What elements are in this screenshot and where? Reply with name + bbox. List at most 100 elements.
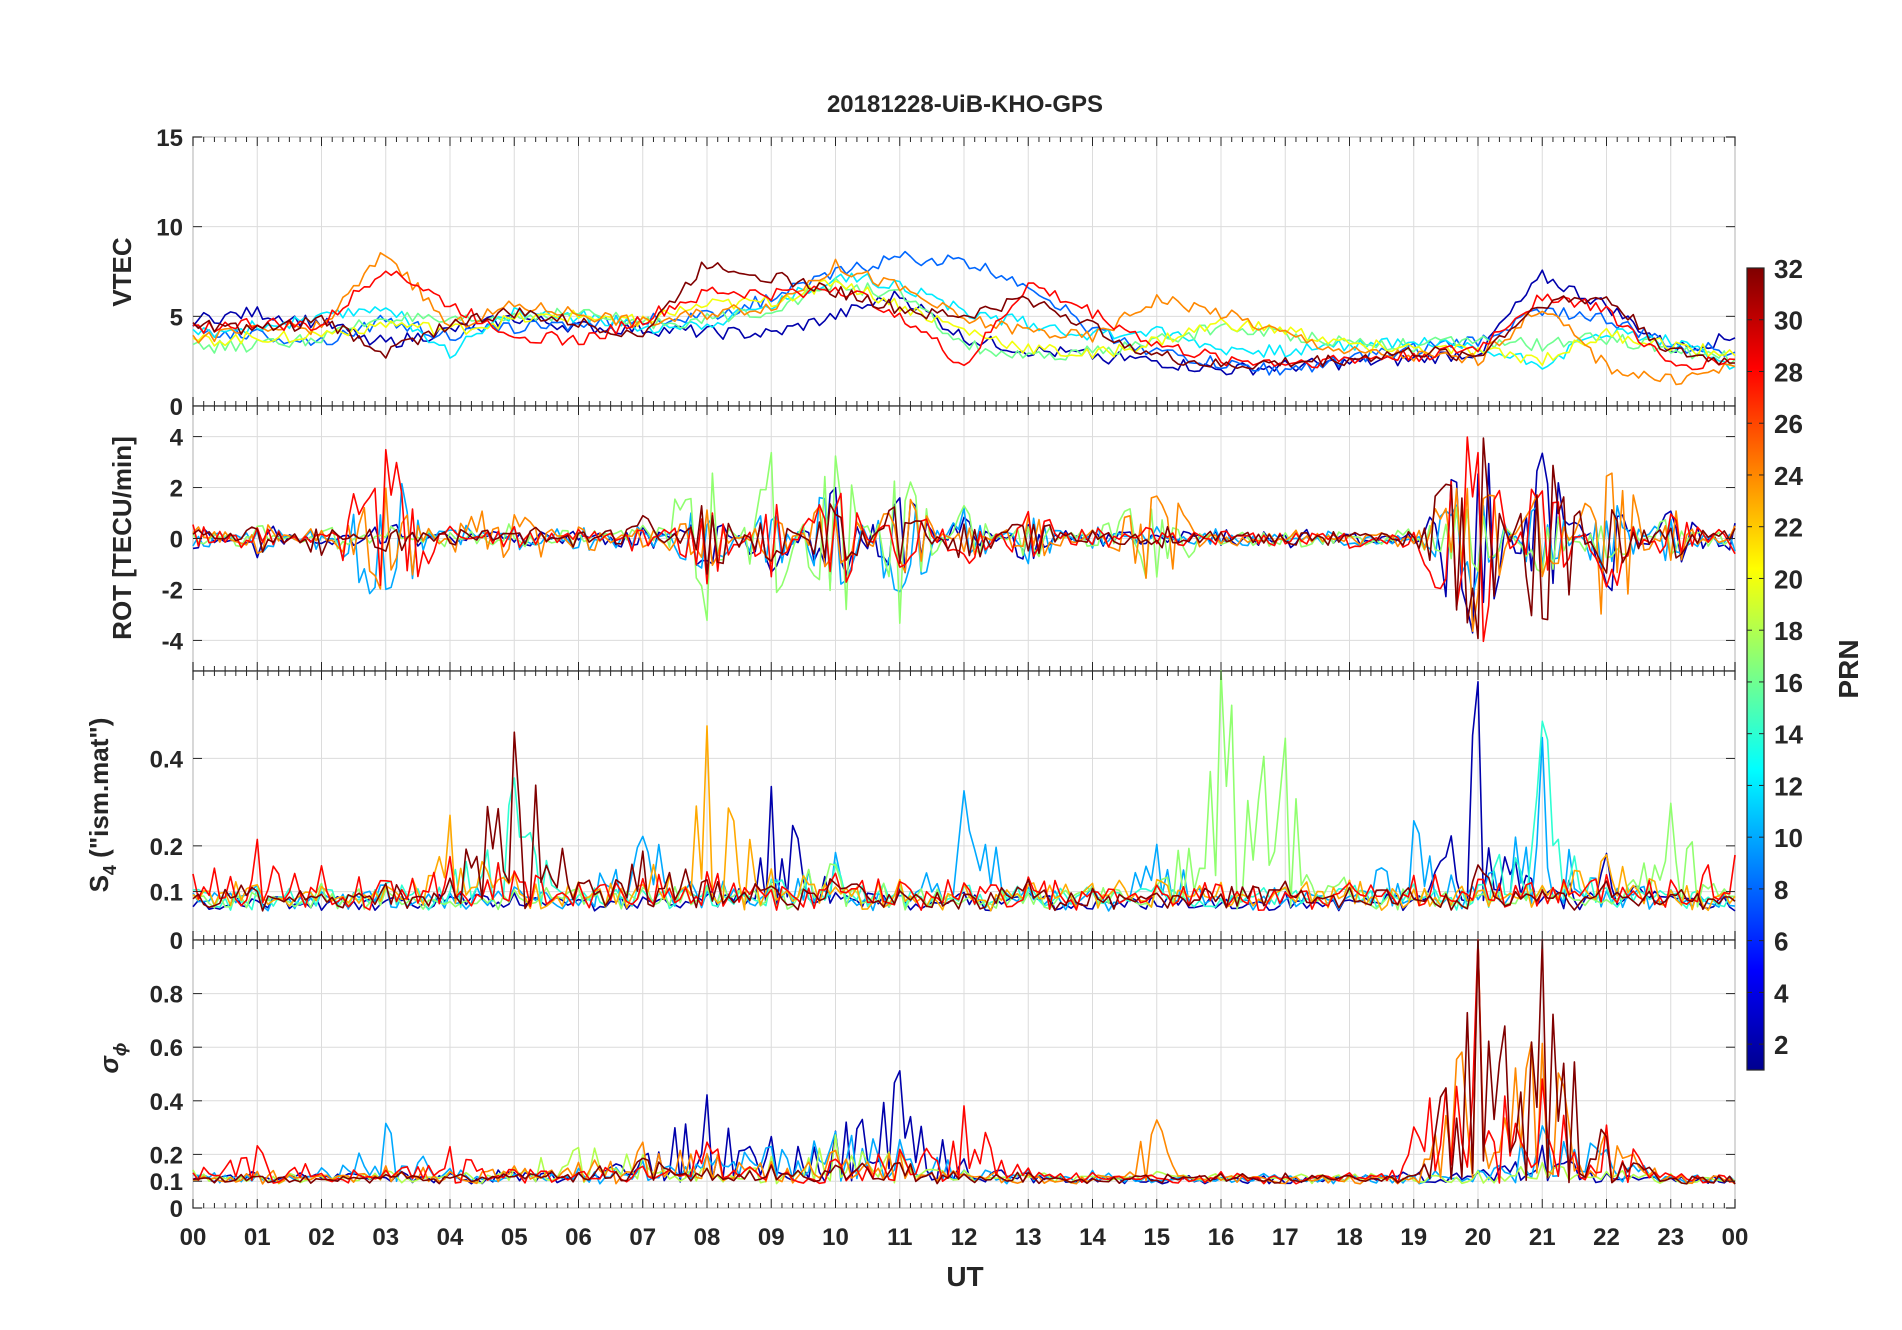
sigma-y-tick-label: 0.4 [150,1089,184,1116]
tick-marks [192,406,1736,671]
series-line-prn-32 [192,437,1736,640]
x-tick-label: 07 [629,1224,656,1251]
series-line-prn-28 [192,436,1736,643]
x-tick-label: 03 [372,1224,399,1251]
colorbar-tick-label: 20 [1774,564,1803,594]
series-line-prn-28 [192,270,1736,371]
s4-y-tick-label: 0.2 [150,834,183,861]
series-line-prn-8 [192,250,1736,376]
x-tick-label: 21 [1529,1224,1556,1251]
rot-y-axis-label: ROT [TECU/min] [107,436,137,640]
s4-label-main: S [84,875,114,892]
sigma-y-tick-label: 0.6 [150,1035,183,1062]
colorbar: 32 30 28 26 24 22 20 18 16 14 12 10 8 6 4 2 PRN [1746,254,1864,1071]
sigma-label-subscript: ϕ [110,1043,130,1057]
series-line-prn-17 [192,670,1736,911]
colorbar-tick-label: 16 [1774,668,1803,698]
colorbar-label: PRN [1833,639,1864,698]
vtec-y-tick-label: 5 [170,304,183,331]
x-tick-label: 10 [822,1224,849,1251]
colorbar-tick-label: 10 [1774,823,1803,853]
gridlines [192,940,1736,1209]
x-tick-label: 12 [951,1224,978,1251]
series-line-prn-28 [192,838,1736,911]
x-tick-label: 09 [758,1224,785,1251]
series-line-prn-32 [192,731,1736,912]
sigma-y-tick-label: 0.1 [150,1169,183,1196]
sigma-y-tick-label: 0.2 [150,1142,183,1169]
s4-y-tick-label: 0.1 [150,880,183,907]
colorbar-tick-label: 28 [1774,357,1803,387]
rot-panel: 4 2 0 -2 -4 [162,405,1736,672]
series-group [192,250,1736,386]
sigma-y-tick-label: 0.8 [150,982,183,1009]
sigma-phi-panel: 0.8 0.6 0.4 0.20.10 [150,939,1736,1223]
sigma-label-main: σ [94,1054,124,1073]
x-tick-label: 11 [887,1224,912,1251]
x-tick-label: 08 [694,1224,721,1251]
x-tick-label: 04 [437,1224,464,1251]
vtec-panel: 15 10 5 0 [156,125,1736,421]
s4-label-rest: ("ism.mat") [84,718,114,865]
vtec-y-axis-label: VTEC [107,237,137,307]
vtec-y-tick-label: 10 [156,215,183,242]
rot-y-tick-label: -2 [162,577,183,604]
s4-y-tick-label: 0 [170,928,183,955]
colorbar-tick-label: 18 [1774,616,1803,646]
rot-y-tick-label: 0 [170,527,183,554]
x-tick-label: 18 [1336,1224,1363,1251]
x-tick-label: 15 [1143,1224,1170,1251]
x-tick-label: 20 [1465,1224,1492,1251]
rot-y-tick-label: 2 [170,476,183,503]
x-axis-label: UT [946,1261,983,1292]
x-tick-label: 01 [244,1224,271,1251]
rot-y-tick-label: -4 [162,628,184,655]
x-tick-label: 00 [1722,1224,1749,1251]
sigma-phi-y-axis-label: σϕ [94,1043,130,1074]
x-tick-label: 14 [1079,1224,1106,1251]
x-tick-label: 06 [565,1224,592,1251]
colorbar-tick-label: 14 [1774,720,1803,750]
s4-panel: 0.4 0.2 0.1 0 [150,670,1736,955]
x-tick-label: 05 [501,1224,528,1251]
colorbar-ticks: 32 30 28 26 24 22 20 18 16 14 12 10 8 6 4 2 [1747,254,1803,1060]
chart-title: 20181228-UiB-KHO-GPS [827,91,1103,118]
series-line-prn-17 [192,451,1736,624]
s4-label-subscript: 4 [100,865,120,875]
tick-marks [192,136,1736,407]
tick-marks [192,940,1736,1209]
s4-y-axis-label: S4 ("ism.mat") [84,718,120,893]
colorbar-tick-label: 2 [1774,1030,1788,1060]
colorbar-tick-label: 22 [1774,513,1803,543]
x-tick-label: 22 [1593,1224,1620,1251]
series-group [192,670,1736,912]
series-group [192,436,1736,643]
x-tick-labels: 00 01 02 03 04 05 06 07 08 09 10 11 12 13 14 15 16 17 18 19… [180,1224,1749,1251]
colorbar-tick-label: 30 [1774,306,1803,336]
series-line-prn-32 [192,261,1736,370]
x-tick-label: 19 [1400,1224,1427,1251]
colorbar-tick-label: 6 [1774,927,1788,957]
colorbar-tick-label: 12 [1774,771,1803,801]
x-tick-label: 16 [1208,1224,1235,1251]
series-line-prn-2 [192,681,1736,912]
x-tick-label: 13 [1015,1224,1042,1251]
colorbar-tick-label: 24 [1774,461,1803,491]
x-tick-label: 23 [1657,1224,1684,1251]
series-line-prn-24 [192,472,1736,632]
x-tick-label: 00 [180,1224,207,1251]
x-tick-label: 17 [1272,1224,1299,1251]
x-tick-label: 02 [308,1224,335,1251]
colorbar-gradient [1746,267,1765,1071]
rot-y-tick-label: 4 [170,425,184,452]
series-line-prn-16 [192,277,1736,366]
series-line-prn-14 [192,720,1736,911]
sigma-y-tick-label: 0 [170,1196,183,1223]
colorbar-tick-label: 32 [1774,254,1803,284]
colorbar-tick-label: 8 [1774,875,1788,905]
tick-marks [192,671,1736,941]
colorbar-tick-label: 4 [1774,978,1789,1008]
vtec-y-tick-label: 0 [170,394,183,421]
vtec-y-tick-label: 15 [156,125,183,152]
